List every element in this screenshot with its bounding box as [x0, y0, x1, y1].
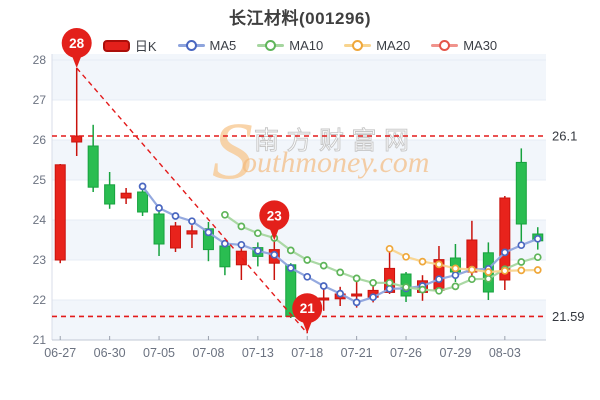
price-markers: 28 23 21 [61, 28, 323, 334]
legend-item-ma10[interactable]: MA10 [257, 38, 323, 53]
candle [71, 68, 83, 156]
x-axis-labels: 06-27 06-30 07-05 07-08 07-13 07-18 07-21 07-26… [44, 336, 521, 360]
legend-label: MA30 [463, 38, 498, 53]
svg-text:outhmoney.com: outhmoney.com [242, 146, 429, 179]
svg-text:27: 27 [33, 93, 47, 107]
svg-text:07-26: 07-26 [390, 346, 422, 360]
candle [87, 124, 99, 192]
ma10-line [221, 210, 542, 295]
svg-text:南方财富网: 南方财富网 [254, 127, 417, 155]
candle [186, 225, 198, 248]
svg-text:23: 23 [267, 208, 283, 223]
legend-item-kline[interactable]: 日K [102, 36, 157, 55]
legend-item-ma5[interactable]: MA5 [177, 38, 237, 53]
svg-text:06-30: 06-30 [94, 346, 126, 360]
trend-line [76, 67, 308, 334]
candle [120, 188, 132, 204]
candle [170, 222, 181, 252]
svg-text:08-03: 08-03 [489, 346, 521, 360]
svg-text:07-05: 07-05 [143, 346, 175, 360]
svg-text:07-21: 07-21 [341, 346, 373, 360]
candle [499, 196, 511, 290]
ma30-swatch-icon [431, 39, 459, 52]
candle [235, 246, 247, 280]
chart-title: 长江材料(001296) [228, 9, 372, 28]
svg-text:21: 21 [33, 333, 47, 347]
svg-text:24: 24 [33, 213, 47, 227]
legend-label: MA10 [289, 38, 324, 53]
y-axis-labels: 21 22 23 24 25 26 27 28 [33, 53, 47, 347]
chart-legend: 日K MA5 MA10 MA20 MA30 [0, 36, 600, 55]
candle [515, 148, 527, 242]
ma20-line [385, 244, 542, 276]
candles-series [54, 68, 544, 334]
svg-text:21.59: 21.59 [552, 309, 585, 324]
svg-text:26.1: 26.1 [552, 129, 577, 144]
legend-item-ma20[interactable]: MA20 [344, 38, 410, 53]
legend-label: 日K [134, 39, 157, 54]
axes [51, 54, 546, 341]
svg-text:28: 28 [33, 53, 47, 67]
svg-text:06-27: 06-27 [44, 346, 76, 360]
svg-text:26: 26 [33, 133, 47, 147]
legend-label: MA20 [376, 38, 411, 53]
candle [219, 244, 231, 276]
svg-text:25: 25 [33, 173, 47, 187]
candle [137, 190, 149, 216]
legend-label: MA5 [209, 38, 237, 53]
price-pin: 23 [259, 200, 290, 241]
svg-text:S: S [212, 105, 253, 196]
svg-text:21: 21 [300, 301, 316, 316]
price-pin: 21 [292, 293, 323, 334]
price-pin: 28 [61, 28, 92, 68]
svg-text:07-29: 07-29 [439, 346, 471, 360]
candle [54, 164, 66, 264]
candle [104, 172, 116, 209]
ma5-swatch-icon [177, 39, 205, 52]
kline-swatch-icon [102, 39, 130, 52]
svg-text:28: 28 [69, 36, 85, 51]
grid-bands [52, 54, 546, 340]
ma20-swatch-icon [344, 39, 372, 52]
legend-item-ma30[interactable]: MA30 [431, 38, 497, 53]
candle [153, 209, 165, 256]
ma10-swatch-icon [257, 39, 285, 52]
svg-text:22: 22 [33, 293, 47, 307]
svg-text:07-18: 07-18 [291, 346, 323, 360]
svg-text:07-08: 07-08 [192, 346, 224, 360]
svg-text:23: 23 [33, 253, 47, 267]
svg-text:07-13: 07-13 [242, 346, 274, 360]
